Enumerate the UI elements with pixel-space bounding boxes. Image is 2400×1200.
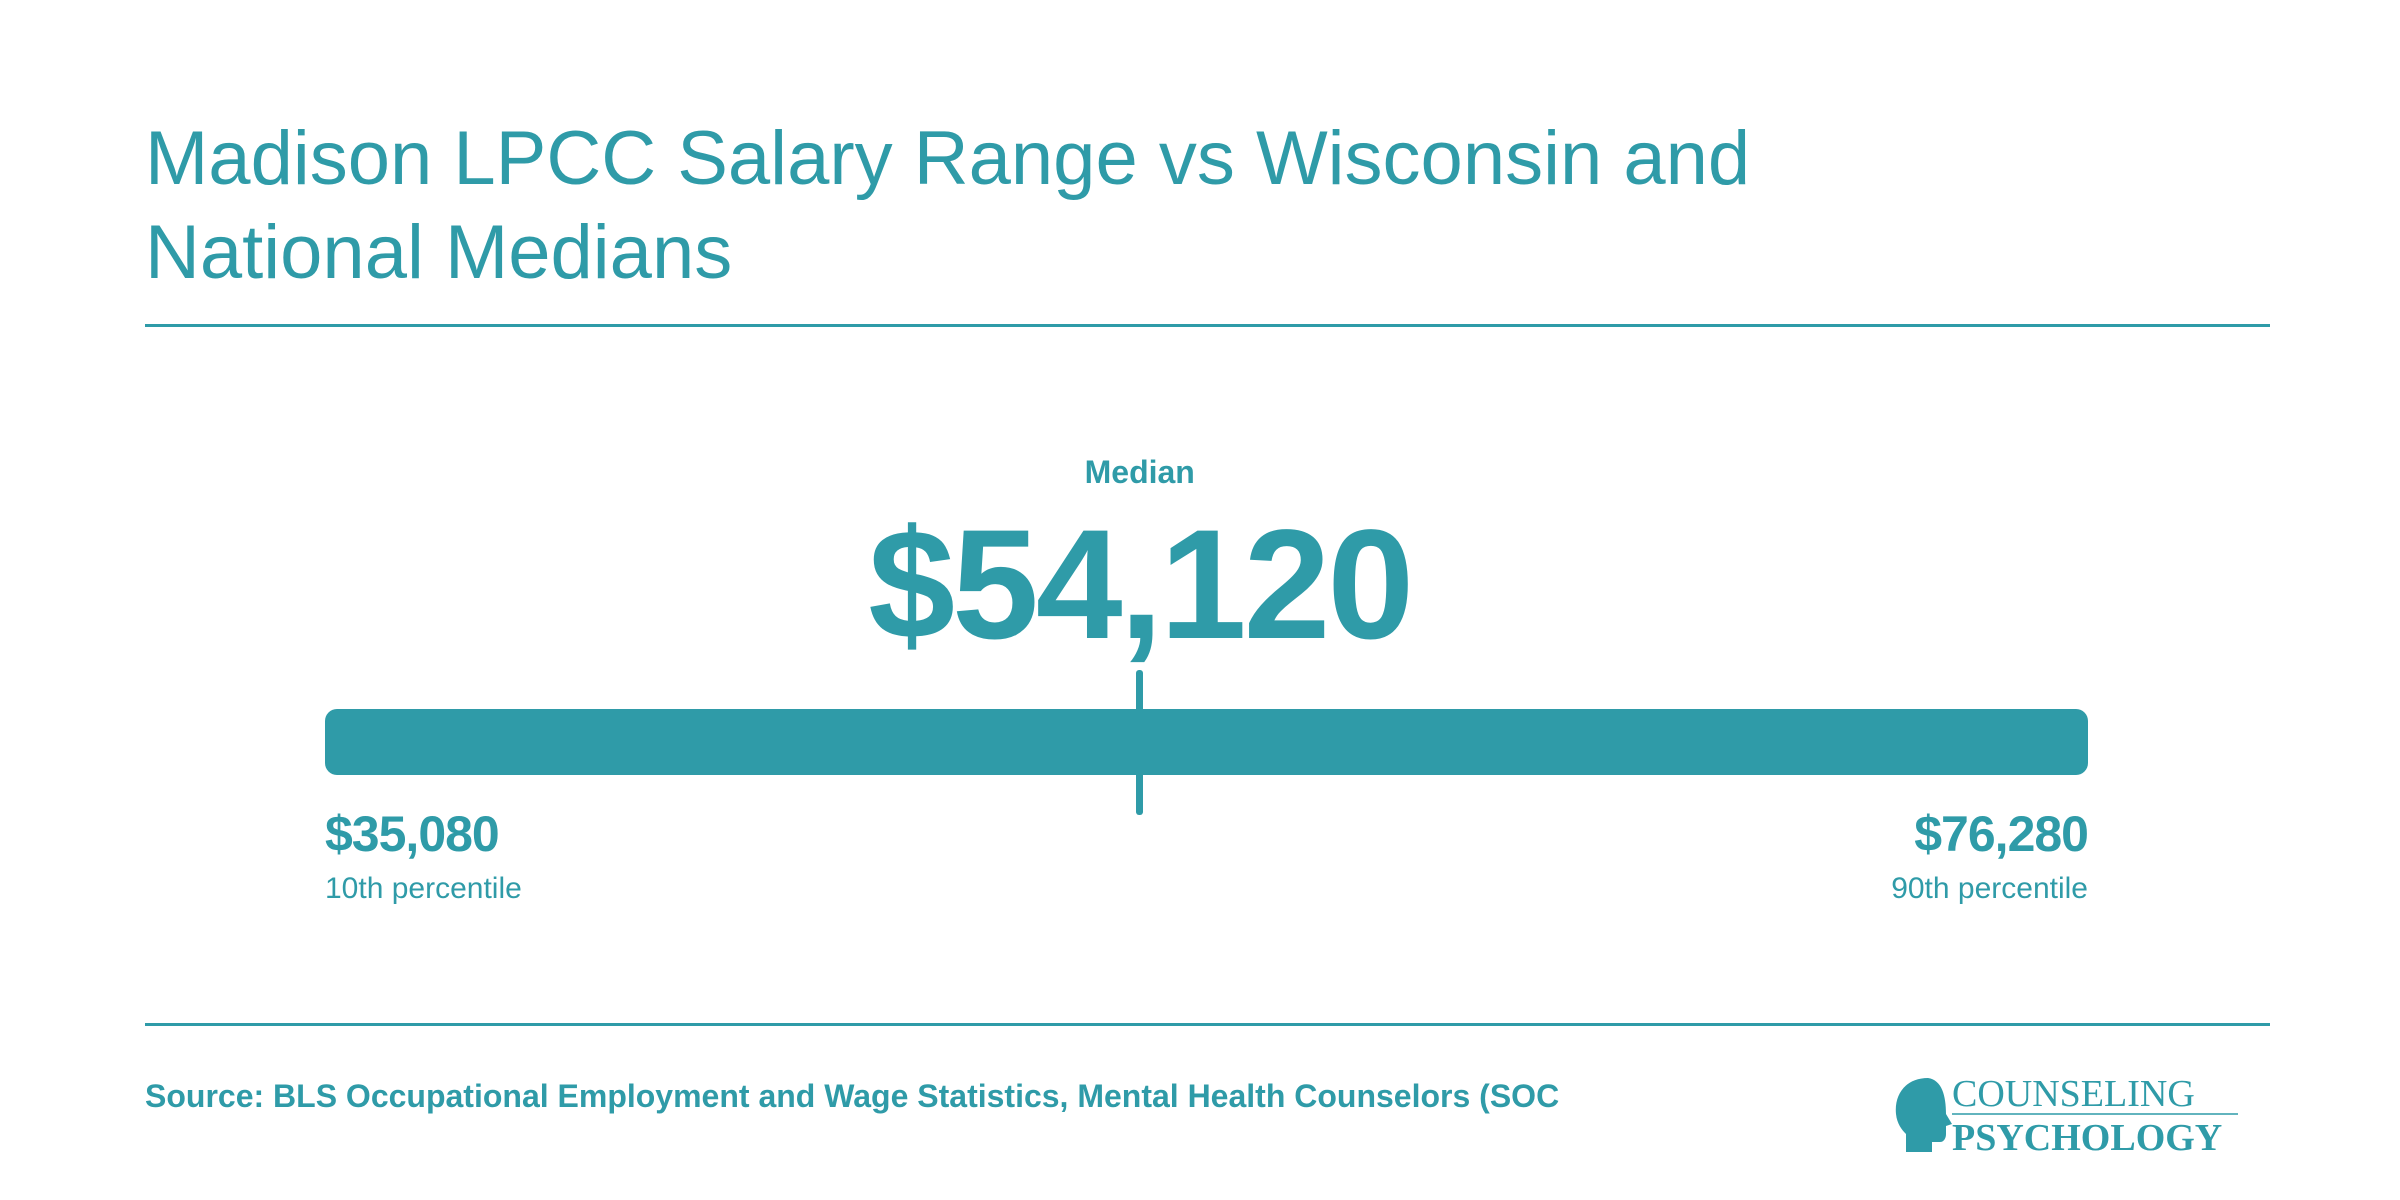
- low-percentile-value: $35,080: [325, 806, 500, 862]
- logo-line-1: COUNSELING: [1952, 1073, 2195, 1115]
- high-percentile-value: $76,280: [1914, 806, 2089, 862]
- median-marker: [1136, 670, 1144, 815]
- salary-range-bar: [325, 709, 2088, 775]
- source-note: Source: BLS Occupational Employment and …: [145, 1078, 1560, 1114]
- median-label: Median: [1084, 454, 1195, 490]
- logo-line-2: PSYCHOLOGY: [1952, 1117, 2222, 1158]
- bottom-divider: [145, 1023, 2270, 1026]
- high-percentile-label: 90th percentile: [1891, 872, 2088, 905]
- counseling-psychology-logo: COUNSELING PSYCHOLOGY: [1895, 1073, 2238, 1158]
- top-divider: [145, 324, 2270, 327]
- page-title: Madison LPCC Salary Range vs Wisconsin a…: [145, 116, 1751, 295]
- head-profile-icon: [1895, 1078, 1952, 1152]
- low-percentile-label: 10th percentile: [325, 872, 522, 905]
- median-value: $54,120: [868, 498, 1414, 672]
